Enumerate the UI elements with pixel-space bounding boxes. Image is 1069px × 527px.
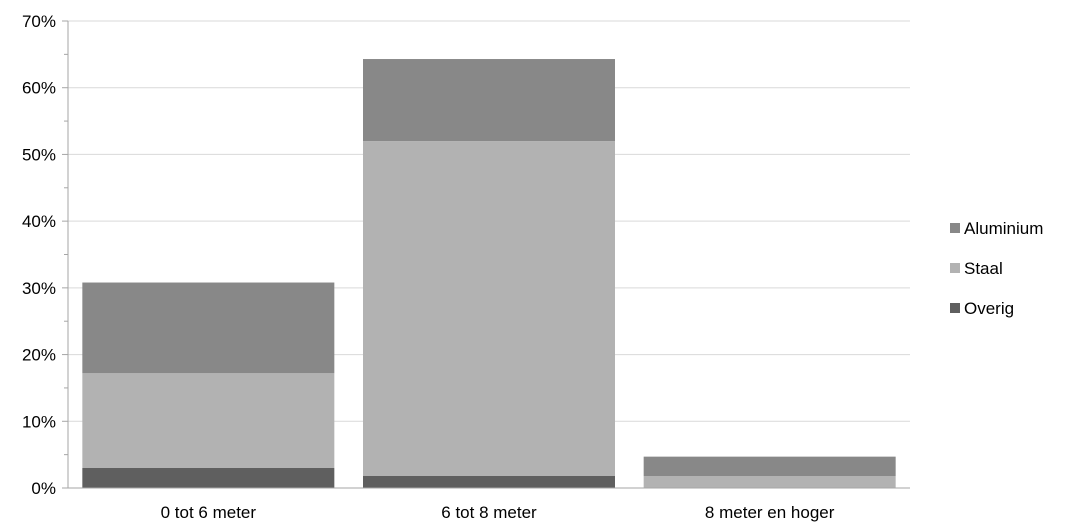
y-tick-label: 40% xyxy=(22,212,56,231)
legend-label: Aluminium xyxy=(964,219,1043,238)
legend-swatch xyxy=(950,223,960,233)
y-tick-label: 60% xyxy=(22,79,56,98)
bar-staal-3 xyxy=(643,475,896,488)
legend-swatch xyxy=(950,263,960,273)
bar-staal-1 xyxy=(82,373,335,468)
y-tick-label: 30% xyxy=(22,279,56,298)
bar-aluminium-3 xyxy=(643,456,896,476)
x-tick-label: 8 meter en hoger xyxy=(705,503,835,522)
y-tick-label: 20% xyxy=(22,346,56,365)
y-tick-label: 50% xyxy=(22,145,56,164)
y-tick-label: 0% xyxy=(31,479,56,498)
legend: Aluminium Staal Overig xyxy=(950,219,1043,318)
x-tick-label: 6 tot 8 meter xyxy=(441,503,537,522)
legend-swatch xyxy=(950,303,960,313)
y-axis: 0% 10% 20% 30% 40% 50% 60% 70% xyxy=(22,12,69,498)
bar-staal-2 xyxy=(363,141,615,476)
legend-label: Staal xyxy=(964,259,1003,278)
x-tick-label: 0 tot 6 meter xyxy=(161,503,257,522)
x-axis: 0 tot 6 meter 6 tot 8 meter 8 meter en hog… xyxy=(68,487,910,522)
bar-overig-2 xyxy=(363,475,615,488)
y-tick-label: 70% xyxy=(22,12,56,31)
bar-aluminium-1 xyxy=(82,282,335,374)
bar-overig-1 xyxy=(82,467,335,488)
bar-aluminium-2 xyxy=(363,59,615,142)
y-tick-label: 10% xyxy=(22,412,56,431)
legend-label: Overig xyxy=(964,299,1014,318)
bars xyxy=(82,59,896,488)
